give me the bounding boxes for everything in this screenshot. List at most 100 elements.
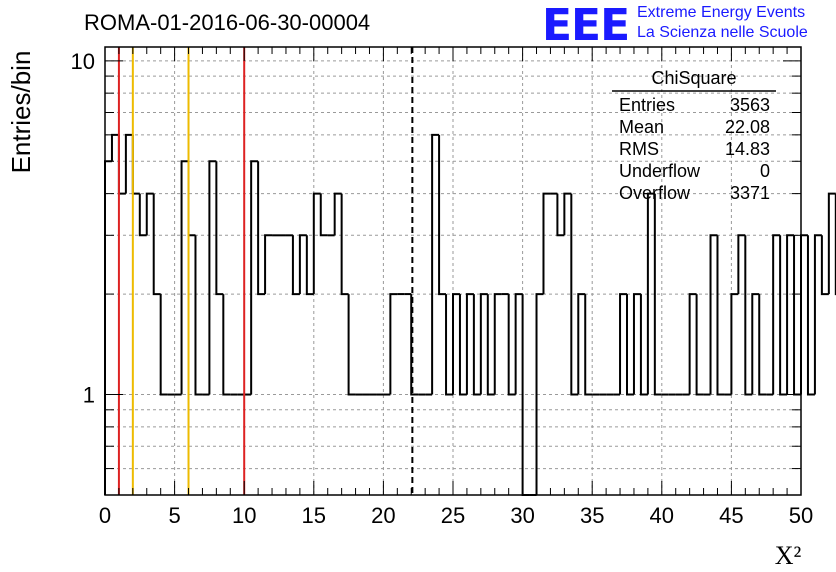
y-tick-label: 10: [71, 49, 95, 74]
histogram-bin: [124, 133, 133, 194]
histogram-bin: [619, 293, 627, 395]
x-tick-label: 40: [650, 503, 674, 528]
histogram-bin: [772, 234, 781, 395]
histogram-bin: [159, 294, 168, 396]
x-tick-label: 10: [232, 503, 256, 528]
plot-title: ROMA-01-2016-06-30-00004: [84, 10, 371, 35]
stats-value: 3371: [730, 183, 770, 203]
stats-title: ChiSquare: [651, 68, 736, 88]
histogram-bin: [312, 192, 321, 295]
histogram-bin: [458, 294, 467, 396]
histogram-bin: [827, 192, 836, 295]
histogram-bin: [730, 293, 739, 395]
histogram-bin: [110, 133, 119, 162]
histogram-bin: [104, 160, 112, 495]
stats-label: RMS: [619, 139, 659, 159]
histogram-bin: [688, 293, 697, 395]
histogram-bin: [291, 235, 300, 296]
histogram-bin: [556, 193, 565, 237]
histogram-bin: [820, 235, 829, 296]
x-tick-label: 35: [580, 503, 604, 528]
histogram-bin: [584, 294, 593, 396]
eee-logo: EEE: [542, 0, 630, 51]
histogram-bin: [264, 234, 273, 295]
histogram-bars: [104, 133, 836, 496]
histogram-bin: [535, 293, 544, 495]
stats-box: ChiSquare Entries 3563 Mean 22.08 RMS 14.83 Und…: [612, 68, 776, 203]
histogram-bin: [542, 192, 551, 295]
logo-line-1: Extreme Energy Events: [637, 4, 806, 21]
vertical-marker-lines: [117, 47, 414, 495]
histogram-bin: [298, 234, 307, 295]
stats-label: Underflow: [619, 161, 701, 181]
histogram-bin: [452, 293, 460, 395]
histogram-bin: [779, 235, 788, 396]
x-tick-label: 15: [302, 503, 326, 528]
histogram-bin: [486, 294, 495, 396]
histogram-bin: [737, 234, 746, 295]
stats-value: 3563: [730, 95, 770, 115]
x-tick-label: 30: [510, 503, 534, 528]
x-tick-label: 5: [168, 503, 180, 528]
histogram-bin: [626, 294, 634, 396]
y-axis-label: Entries/bin: [6, 51, 36, 174]
histogram-bin: [570, 193, 579, 396]
histogram-bin: [187, 161, 196, 237]
histogram-bin: [577, 293, 586, 395]
x-axis-label: X²: [775, 541, 802, 570]
histogram-bin: [117, 134, 126, 195]
histogram-bin: [333, 192, 342, 236]
histogram-bin: [319, 193, 328, 237]
histogram-bin: [639, 294, 648, 396]
histogram-bin: [793, 235, 801, 396]
histogram-bin: [514, 293, 523, 395]
histogram-bin: [131, 134, 140, 195]
histogram-bin: [744, 235, 753, 396]
histogram-bin: [222, 294, 231, 396]
x-tick-label: 0: [99, 503, 111, 528]
histogram-bin: [257, 161, 266, 296]
histogram-bin: [709, 234, 718, 395]
histogram-bin: [445, 294, 453, 396]
histogram-bin: [800, 234, 808, 395]
histogram-bin: [563, 192, 572, 236]
histogram-bin: [806, 235, 815, 396]
x-tick-label: 25: [441, 503, 465, 528]
histogram-bin: [751, 293, 760, 395]
stats-label: Entries: [619, 95, 675, 115]
axes: 0 5 10 15 20 25 30 35 40 45 50 1 10 X² Entries/bin: [6, 47, 813, 570]
histogram-bin: [813, 234, 822, 395]
logo-line-2: La Scienza nelle Scuole: [637, 24, 808, 41]
x-tick-label: 20: [371, 503, 395, 528]
stats-value: 0: [760, 161, 770, 181]
histogram-bin: [410, 294, 419, 396]
histogram-bin: [479, 293, 488, 395]
histogram-bin: [716, 235, 725, 396]
histogram-bin: [208, 160, 217, 395]
x-tick-label: 50: [789, 503, 813, 528]
histogram-bin: [493, 293, 502, 395]
histogram-bin: [465, 293, 474, 395]
histogram-bin: [758, 294, 767, 396]
histogram-bin: [507, 294, 516, 396]
histogram-bin: [305, 235, 314, 296]
histogram-bin: [431, 133, 440, 395]
histogram-bin: [215, 161, 224, 296]
histogram-bin: [653, 193, 662, 396]
histogram-bin: [138, 193, 147, 237]
histogram-bin: [180, 160, 189, 395]
histogram-bin: [340, 193, 349, 296]
histogram-bin: [438, 134, 447, 296]
histogram-bin: [472, 294, 481, 396]
stats-value: 22.08: [725, 117, 770, 137]
stats-value: 14.83: [725, 139, 770, 159]
histogram-bin: [347, 294, 356, 396]
histogram-bin: [786, 234, 795, 395]
histogram-bin: [695, 294, 704, 396]
histogram-bin: [632, 293, 641, 395]
histogram-bin: [194, 235, 203, 396]
x-tick-label: 45: [719, 503, 743, 528]
histogram-bin: [646, 192, 655, 395]
